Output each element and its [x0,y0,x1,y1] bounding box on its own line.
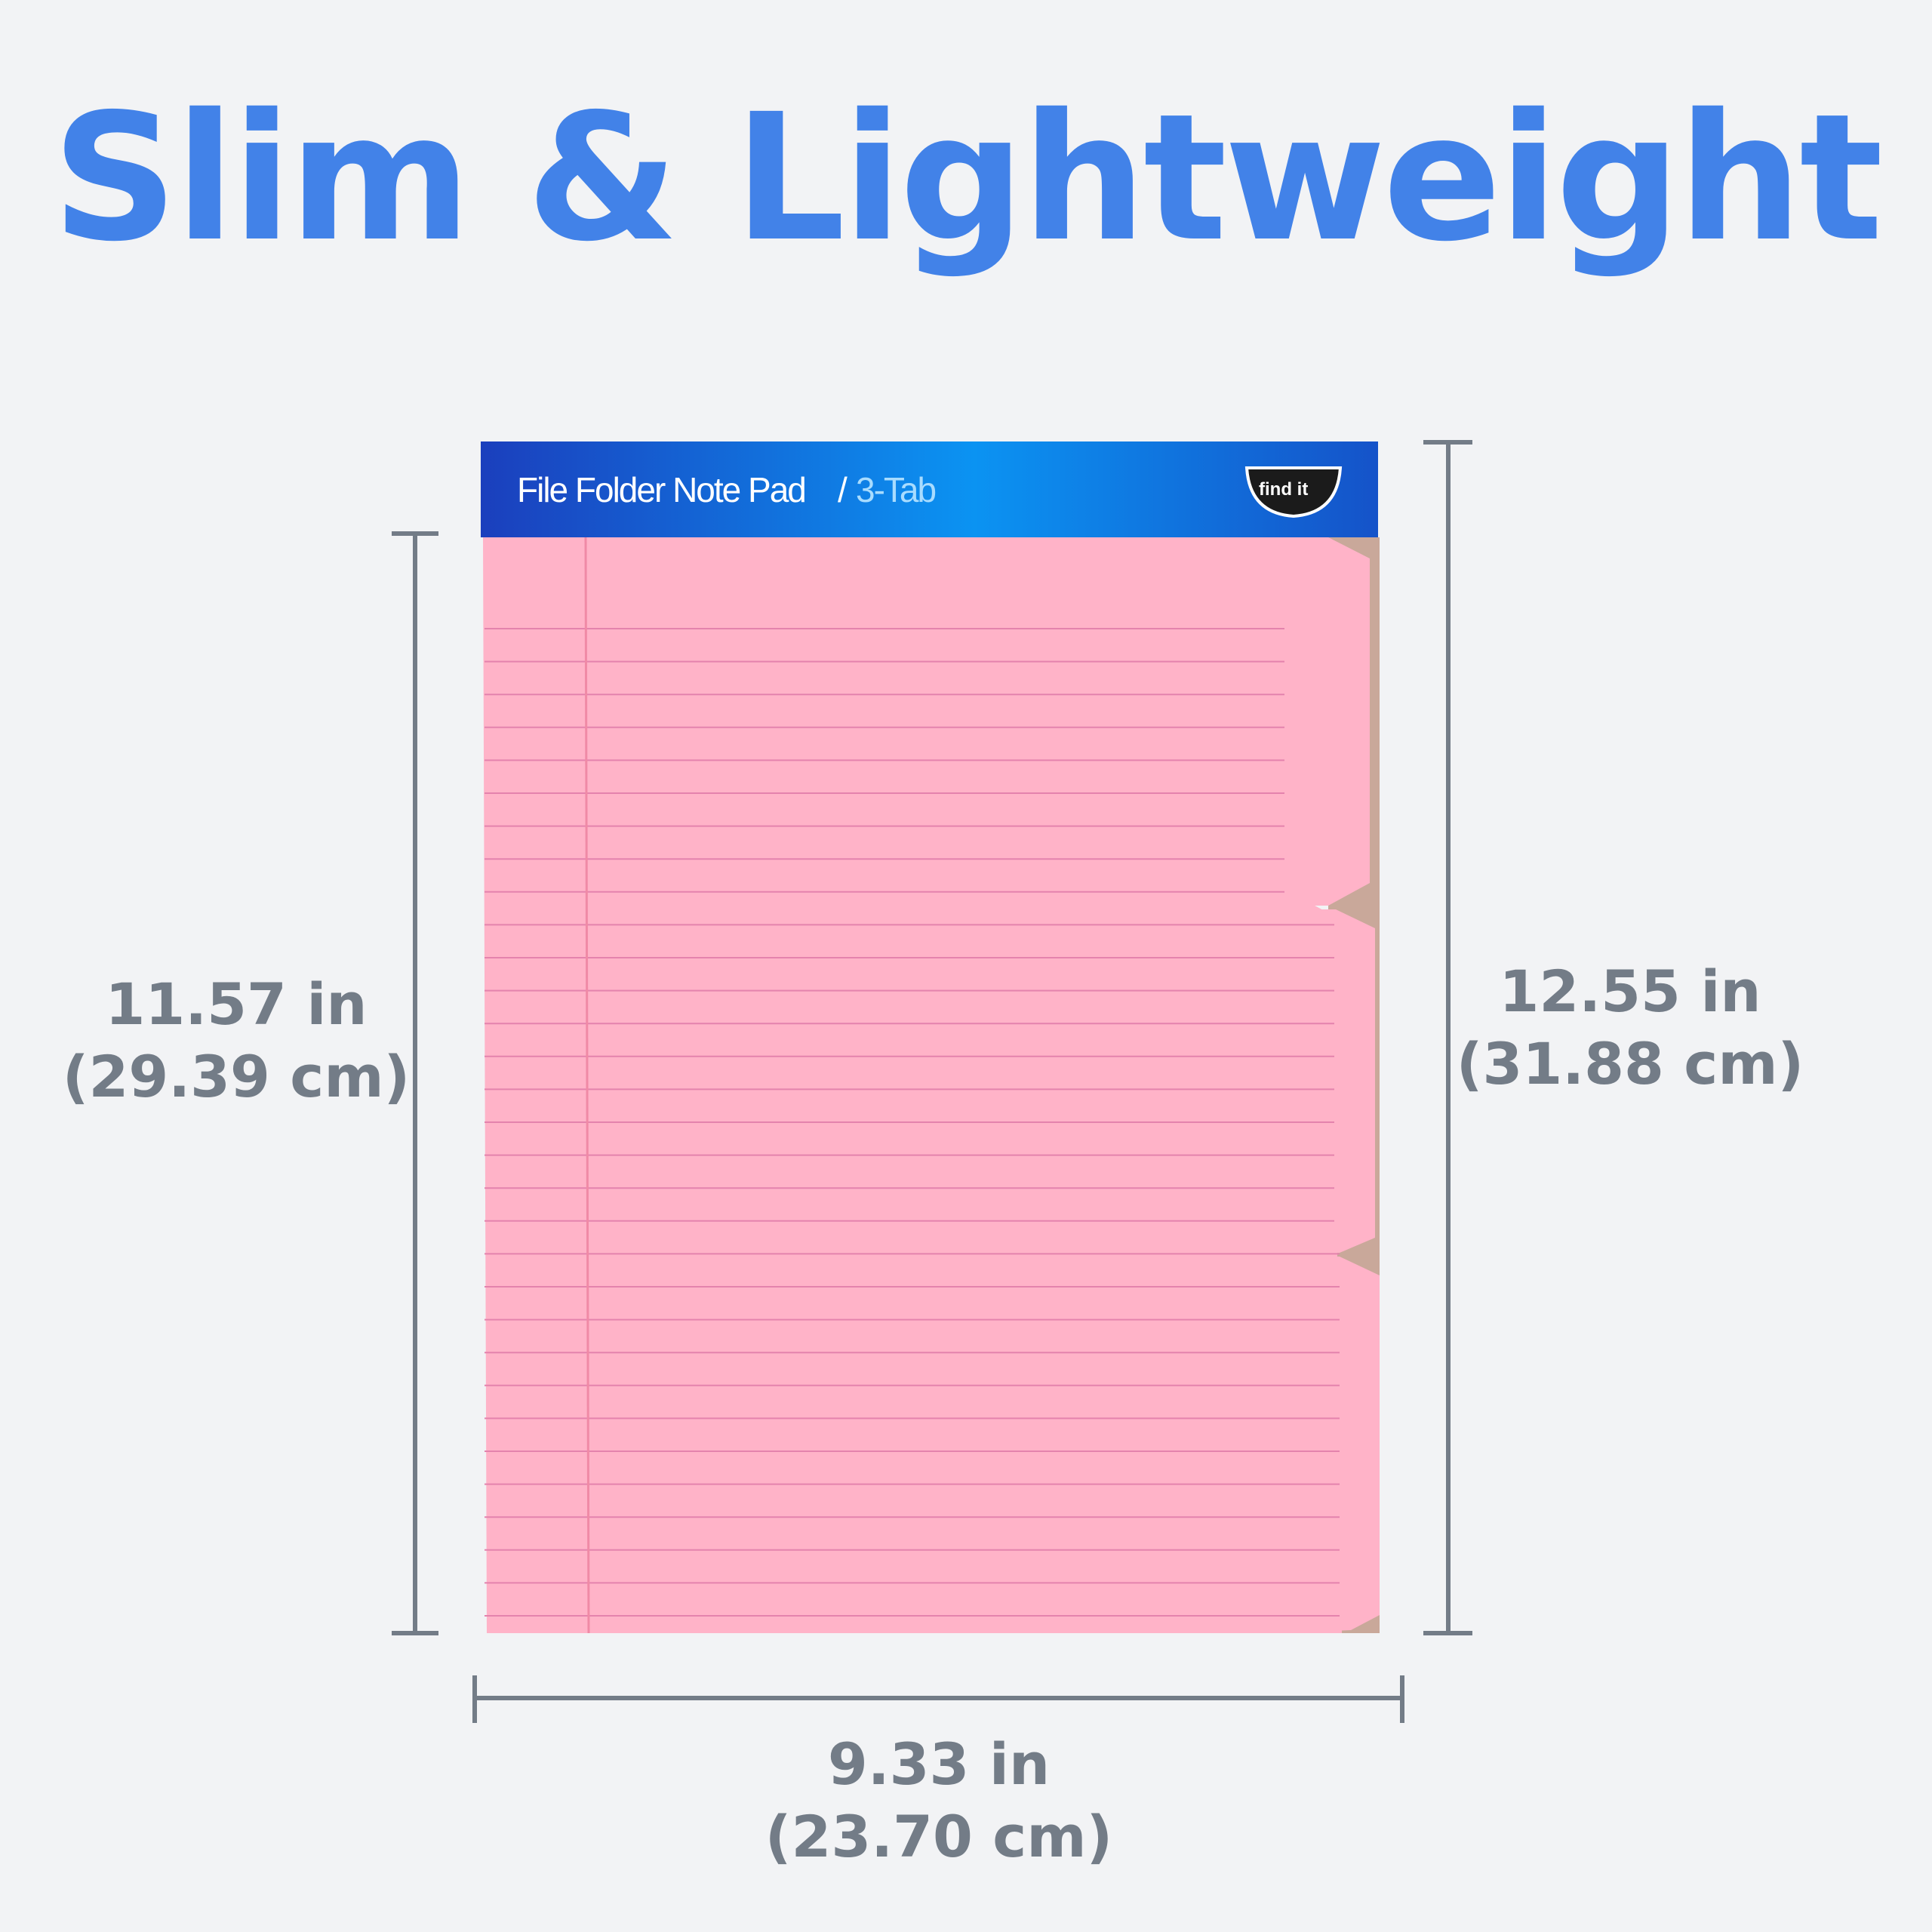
pad-header-title: File Folder Note Pad [517,470,805,509]
paper-sheet [483,537,1342,1633]
left-dimension-line [392,531,438,1635]
right-dimension-line [1423,440,1472,1635]
total-height-imperial: 12.55 in [1499,958,1761,1025]
page-title: Slim & Lightweight [51,76,1884,280]
height-label-right: 12.55 in (31.88 cm) [1404,955,1857,1100]
height-label-left: 11.57 in (29.39 cm) [10,968,463,1113]
brand-logo-text: find it [1259,479,1308,500]
brand-logo: find it [1244,466,1343,518]
pad-header-subtitle: 3-Tab [856,470,935,509]
height-metric: (29.39 cm) [62,1043,411,1110]
ruled-lines [485,628,1340,1617]
margin-line [584,537,590,1634]
height-imperial: 11.57 in [105,971,368,1038]
width-imperial: 9.33 in [827,1730,1051,1798]
total-height-metric: (31.88 cm) [1456,1030,1804,1097]
bottom-dimension-line [472,1675,1404,1723]
width-label: 9.33 in (23.70 cm) [712,1728,1165,1873]
width-metric: (23.70 cm) [764,1803,1113,1870]
pad-header-band [481,441,1378,537]
pad-header-separator: / [838,470,848,509]
